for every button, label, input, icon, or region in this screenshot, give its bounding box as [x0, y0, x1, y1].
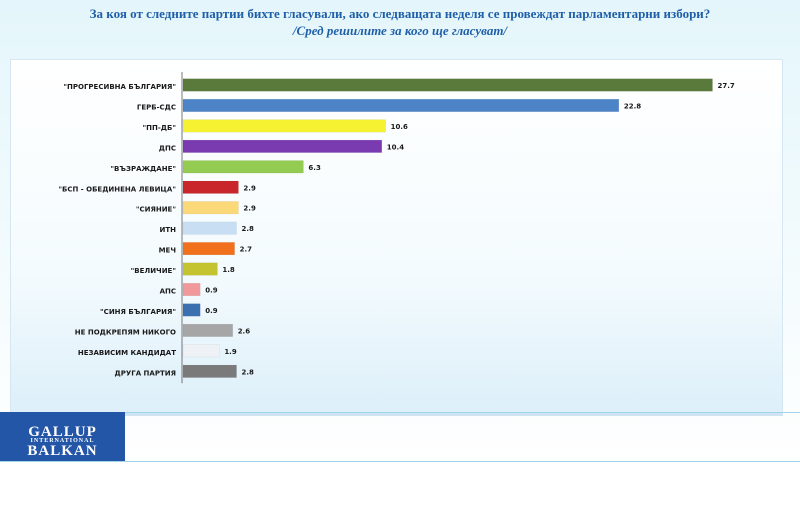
bar	[182, 364, 237, 378]
category-label: ДРУГА ПАРТИЯ	[114, 369, 176, 377]
value-label: 2.8	[242, 368, 255, 376]
category-label: "СИНЯ БЪЛГАРИЯ"	[100, 308, 176, 316]
bar	[182, 180, 239, 194]
value-label: 10.4	[387, 143, 404, 151]
logo-line-2: INTERNATIONAL	[30, 438, 95, 444]
category-label: МЕЧ	[159, 247, 177, 255]
category-label: ИТН	[160, 226, 177, 234]
bar	[182, 98, 620, 112]
chart-panel: "ПРОГРЕСИВНА БЪЛГАРИЯ" 27.7 ГЕРБ-СДС 22.8 "П…	[10, 59, 783, 416]
value-label: 1.8	[222, 266, 235, 274]
category-label: "ВЕЛИЧИЕ"	[131, 267, 176, 275]
bar	[182, 139, 383, 153]
category-label: ГЕРБ-СДС	[137, 103, 176, 111]
bar	[182, 221, 237, 235]
value-label: 2.6	[238, 327, 251, 335]
category-label: "ПРОГРЕСИВНА БЪЛГАРИЯ"	[63, 83, 176, 91]
bar	[182, 201, 239, 215]
category-label: "СИЯНИЕ"	[136, 206, 176, 214]
logo-line-3: BALKAN	[27, 443, 98, 459]
value-label: 2.8	[242, 225, 255, 233]
bar	[182, 262, 218, 276]
category-label: ДПС	[159, 144, 176, 152]
value-label: 1.9	[224, 348, 237, 356]
value-label: 0.9	[205, 307, 218, 315]
bar	[182, 283, 201, 296]
bar	[182, 323, 233, 337]
category-label: АПС	[160, 288, 176, 296]
value-label: 2.7	[240, 246, 253, 254]
bar	[182, 119, 386, 133]
value-label: 0.9	[205, 287, 218, 295]
category-label: НЕ ПОДКРЕПЯМ НИКОГО	[75, 328, 176, 336]
bar	[182, 344, 220, 358]
value-label: 6.3	[308, 164, 321, 172]
value-label: 22.8	[624, 102, 641, 110]
gallup-logo: GALLUP INTERNATIONAL BALKAN	[0, 412, 125, 461]
category-label: НЕЗАВИСИМ КАНДИДАТ	[78, 349, 176, 357]
category-label: "ПП-ДБ"	[143, 124, 177, 132]
divider-bottom	[0, 461, 800, 462]
bar-chart: "ПРОГРЕСИВНА БЪЛГАРИЯ" 27.7 ГЕРБ-СДС 22.8 "П…	[58, 72, 735, 384]
chart-title: За коя от следните партии бихте гласувал…	[89, 6, 711, 21]
value-label: 27.7	[718, 82, 735, 90]
bar	[182, 160, 304, 174]
chart-subtitle: /Сред решилите за кого ще гласуват/	[292, 23, 508, 38]
value-label: 2.9	[243, 184, 256, 192]
bar	[182, 242, 235, 256]
value-label: 10.6	[391, 123, 408, 131]
bar	[182, 303, 201, 317]
value-label: 2.9	[243, 205, 256, 213]
bar	[182, 78, 713, 92]
category-label: "ВЪЗРАЖДАНЕ"	[110, 165, 176, 173]
divider-top	[125, 412, 800, 413]
logo-line-1: GALLUP	[28, 424, 97, 440]
category-label: "БСП - ОБЕДИНЕНА ЛЕВИЦА"	[58, 185, 176, 193]
